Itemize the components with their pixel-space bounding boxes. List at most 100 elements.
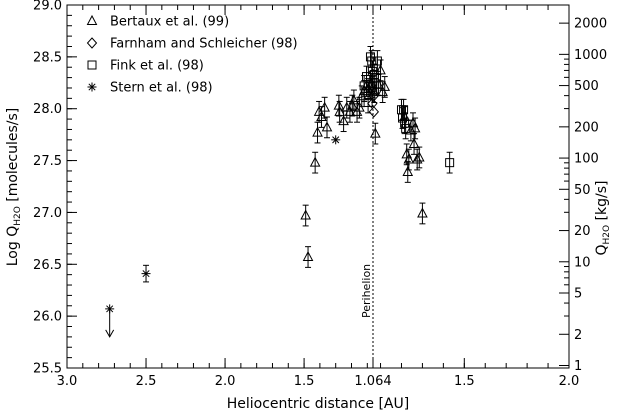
data-point-square <box>371 72 381 95</box>
asterisk-stroke <box>88 83 96 91</box>
data-point-triangle <box>409 117 421 140</box>
y-tick-label: 25.5 <box>33 362 62 377</box>
data-point-triangle <box>369 122 381 145</box>
data-point-square <box>372 50 382 72</box>
data-point-asterisk <box>105 304 115 338</box>
x-tick-label: 1.5 <box>454 374 475 389</box>
y2-tick-label: 2 <box>574 328 582 343</box>
marker-square <box>372 56 382 66</box>
asterisk-stroke <box>332 136 340 144</box>
y2-tick-label: 50 <box>574 183 591 198</box>
perihelion-label: Perihelion <box>360 264 373 318</box>
marker-triangle <box>402 165 414 176</box>
data-point-triangle <box>300 204 311 227</box>
data-point-triangle <box>309 151 321 174</box>
data-point-triangle <box>348 89 360 112</box>
x-tick-label: 2.0 <box>215 374 236 389</box>
data-point-triangle <box>417 202 428 225</box>
y2-tick-label: 10 <box>574 255 591 270</box>
data-point-triangle <box>402 161 414 183</box>
y-axis-title-suffix: [molecules/s] <box>5 108 21 202</box>
y2-tick-label: 500 <box>574 79 599 94</box>
data-point-triangle <box>321 116 333 139</box>
marker-square <box>400 118 410 128</box>
data-point-square <box>401 117 411 140</box>
y2-tick-label: 20 <box>574 224 591 239</box>
data-point-asterisk <box>141 264 151 283</box>
legend-entry: Stern et al. (98) <box>87 81 213 96</box>
data-point-square <box>369 63 379 86</box>
y2-tick-label: 100 <box>574 152 599 167</box>
y-tick-label: 26.5 <box>33 258 62 273</box>
y2-tick-label: 2000 <box>574 17 607 32</box>
marker-square <box>445 158 455 168</box>
x-tick-label: 1.064 <box>354 374 391 389</box>
data-point-triangle <box>302 246 314 268</box>
y2-tick-label: 200 <box>574 120 599 135</box>
x-tick-label: 3.0 <box>57 374 78 389</box>
data-point-square <box>445 151 455 174</box>
legend-marker-triangle <box>86 14 98 25</box>
y2-axis-title: QH2O [kg/s] <box>594 181 612 256</box>
marker-triangle <box>408 137 420 148</box>
data-point-triangle <box>316 106 327 128</box>
marker-triangle <box>321 121 333 132</box>
marker-triangle <box>409 122 421 133</box>
legend-label: Fink et al. (98) <box>110 59 204 74</box>
data-point-triangle <box>413 146 425 169</box>
y2-tick-label: 1 <box>574 359 582 374</box>
marker-triangle <box>302 250 314 262</box>
x-tick-label: 2.0 <box>559 374 580 389</box>
marker-triangle <box>338 115 349 126</box>
legend-entry: Farnham and Schleicher (98) <box>86 37 298 52</box>
legend-marker-asterisk <box>87 82 97 92</box>
legend-marker-square <box>87 60 97 70</box>
data-point-asterisk <box>331 135 341 145</box>
y-axis-title-sub: H2O <box>13 206 23 226</box>
y2-axis-title-sub: H2O <box>602 225 612 245</box>
legend-entry: Fink et al. (98) <box>87 59 204 74</box>
y2-tick-label: 1000 <box>574 48 607 63</box>
y-tick-label: 28.5 <box>33 50 62 65</box>
asterisk-stroke <box>142 270 150 278</box>
y2-axis-title-suffix: [kg/s] <box>594 181 610 221</box>
marker-triangle <box>403 153 415 164</box>
x-tick-label: 1.5 <box>294 374 315 389</box>
marker-triangle <box>348 94 360 105</box>
marker-triangle <box>379 80 391 91</box>
data-point-triangle <box>333 94 345 117</box>
y-tick-label: 26.0 <box>33 310 62 325</box>
marker-square <box>399 105 409 115</box>
marker-square <box>371 79 381 89</box>
data-point-diamond <box>368 106 380 118</box>
data-point-triangle <box>313 100 325 123</box>
y2-axis-title-main: Q <box>594 244 610 255</box>
y-tick-label: 29.0 <box>33 0 62 14</box>
marker-triangle <box>300 209 311 220</box>
legend-entry: Bertaux et al. (99) <box>86 14 229 30</box>
marker-triangle <box>316 110 327 122</box>
data-point-square <box>362 65 372 88</box>
marker-triangle <box>312 126 323 137</box>
y2-tick-label: 5 <box>574 287 582 302</box>
asterisk-stroke <box>106 305 114 313</box>
marker-asterisk <box>331 135 341 145</box>
axis-ticks: 25.5 26.0 26.5 27.0 27.5 28.0 28.5 29.0 1 2 5 10 20 5… <box>33 0 607 389</box>
y-tick-label: 27.0 <box>33 206 62 221</box>
plot-frame <box>66 4 570 369</box>
y-axis-title-main: Log Q <box>5 226 21 266</box>
marker-triangle <box>413 151 425 162</box>
data-point-triangle <box>379 76 391 98</box>
data-point-triangle <box>312 121 323 144</box>
data-points <box>105 45 455 338</box>
marker-asterisk <box>105 304 115 314</box>
data-point-square <box>400 112 410 135</box>
data-point-triangle <box>403 148 415 171</box>
data-point-square <box>363 91 373 114</box>
legend-marker-diamond <box>86 37 98 49</box>
y-tick-label: 27.5 <box>33 154 62 169</box>
marker-triangle <box>417 207 428 218</box>
marker-square <box>363 97 373 107</box>
upper-limit-arrowhead <box>105 329 115 338</box>
